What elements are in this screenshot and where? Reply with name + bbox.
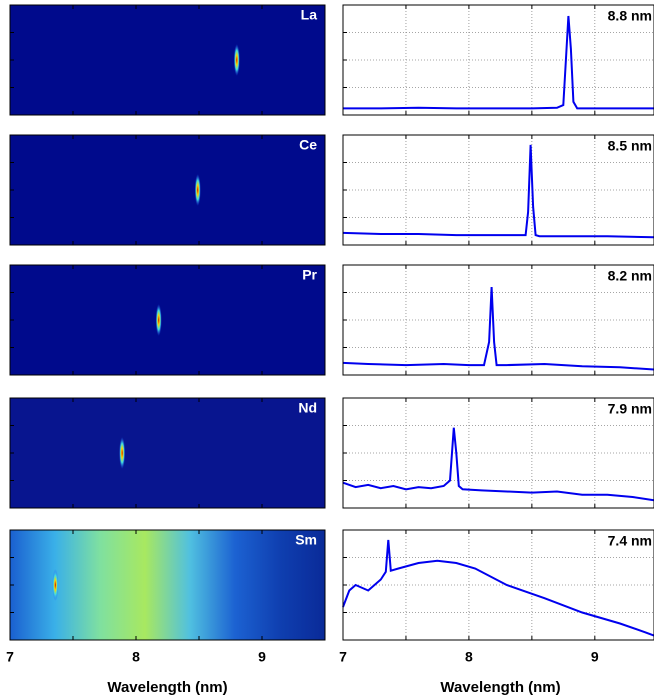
peak-annotation: 7.4 nm (608, 533, 652, 549)
frame (342, 264, 654, 376)
peak-annotation: 8.8 nm (608, 8, 652, 24)
frame (9, 134, 326, 246)
element-label: Nd (298, 400, 317, 416)
element-label: Ce (299, 137, 317, 153)
image (10, 135, 325, 245)
emission-spot (155, 304, 162, 336)
peak-annotation: 7.9 nm (608, 401, 652, 417)
frame (9, 4, 326, 116)
element-label: La (301, 7, 318, 23)
spectrum-line (343, 15, 654, 110)
x-tick-label: 8 (132, 649, 140, 665)
x-tick-label: 7 (6, 649, 14, 665)
x-tick-label: 9 (258, 649, 266, 665)
image (10, 265, 325, 375)
x-tick-label: 8 (465, 649, 473, 665)
x-axis-label: Wavelength (nm) (440, 679, 560, 696)
peak-annotation: 8.2 nm (608, 268, 652, 284)
spectrum-line (342, 144, 654, 239)
frame (9, 529, 326, 641)
peak-annotation: 8.5 nm (608, 138, 652, 154)
x-tick-label: 7 (339, 649, 347, 665)
spectrum-line (342, 286, 654, 371)
emission-spot (233, 44, 240, 76)
frame (9, 397, 326, 509)
element-label: Sm (295, 532, 317, 548)
spectrum-line (342, 539, 654, 637)
x-tick-label: 9 (591, 649, 599, 665)
image (10, 530, 325, 640)
frame (342, 529, 654, 641)
element-label: Pr (302, 267, 317, 283)
image (10, 5, 325, 115)
x-axis-label: Wavelength (nm) (107, 679, 227, 696)
frame (9, 264, 326, 376)
frame (342, 4, 654, 116)
emission-spot (194, 174, 201, 206)
spectrum-line (342, 427, 654, 502)
frame (342, 134, 654, 246)
emission-spot (119, 437, 126, 469)
image (10, 398, 325, 508)
frame (342, 397, 654, 509)
emission-spot (52, 569, 59, 601)
